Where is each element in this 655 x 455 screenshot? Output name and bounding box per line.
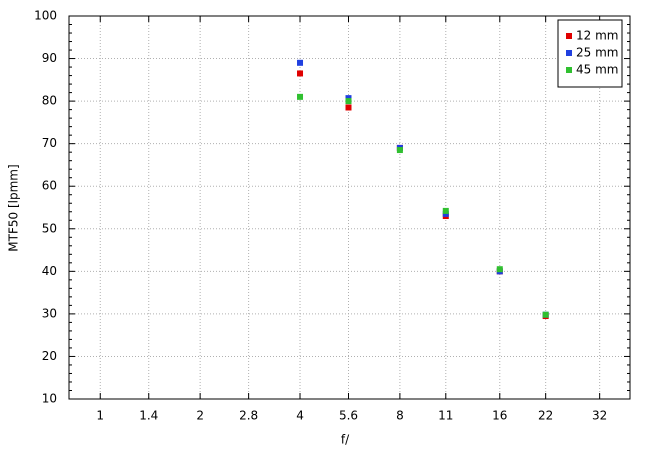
point bbox=[345, 104, 352, 111]
y-tick-label: 90 bbox=[42, 51, 57, 65]
legend-label: 45 mm bbox=[576, 63, 618, 77]
y-tick-label: 60 bbox=[42, 179, 57, 193]
x-tick-label: 1 bbox=[96, 409, 104, 423]
point bbox=[396, 147, 403, 154]
x-tick-label: 2.8 bbox=[239, 409, 258, 423]
y-tick-label: 10 bbox=[42, 392, 57, 406]
point bbox=[345, 98, 352, 105]
point bbox=[442, 207, 449, 214]
y-tick-label: 40 bbox=[42, 264, 57, 278]
y-tick-label: 100 bbox=[34, 9, 57, 23]
point bbox=[297, 59, 304, 66]
point bbox=[297, 93, 304, 100]
legend-label: 25 mm bbox=[576, 46, 618, 60]
x-tick-label: 4 bbox=[296, 409, 304, 423]
plot-frame bbox=[68, 15, 631, 400]
x-tick-label: 5.6 bbox=[339, 409, 358, 423]
y-tick-label: 50 bbox=[42, 221, 57, 235]
y-axis-label: MTF50 [lpmm] bbox=[7, 164, 21, 251]
legend-swatch bbox=[566, 50, 572, 56]
x-tick-label: 16 bbox=[492, 409, 507, 423]
y-tick-label: 30 bbox=[42, 306, 57, 320]
y-tick-label: 80 bbox=[42, 94, 57, 108]
x-tick-label: 8 bbox=[396, 409, 404, 423]
x-tick-label: 11 bbox=[438, 409, 453, 423]
legend-swatch bbox=[566, 67, 572, 73]
x-tick-label: 1.4 bbox=[139, 409, 158, 423]
x-axis-label: f/ bbox=[341, 433, 350, 447]
legend-label: 12 mm bbox=[576, 29, 618, 43]
point bbox=[542, 311, 549, 318]
point bbox=[496, 266, 503, 273]
legend-swatch bbox=[566, 33, 572, 39]
y-tick-label: 70 bbox=[42, 136, 57, 150]
y-tick-label: 20 bbox=[42, 349, 57, 363]
x-tick-label: 22 bbox=[538, 409, 553, 423]
x-tick-label: 2 bbox=[196, 409, 204, 423]
x-tick-label: 32 bbox=[592, 409, 607, 423]
point bbox=[297, 70, 304, 77]
